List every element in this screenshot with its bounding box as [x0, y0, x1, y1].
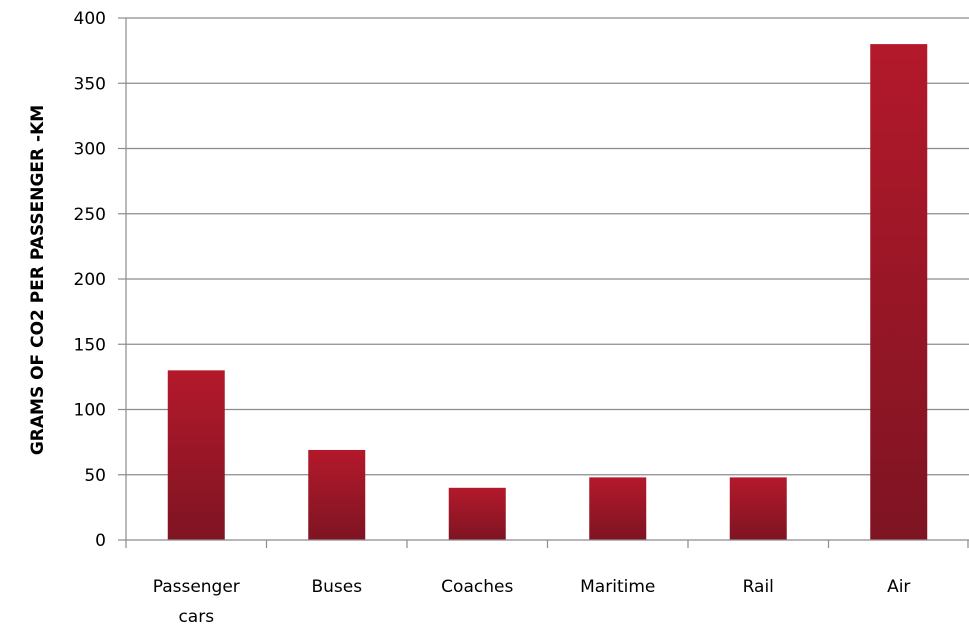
y-axis-label: GRAMS OF CO2 PER PASSENGER -KM — [28, 105, 48, 455]
x-category-label-line: Coaches — [441, 577, 513, 597]
bar — [870, 44, 928, 540]
bar — [167, 370, 225, 540]
gridlines — [126, 17, 969, 476]
y-tick-label: 200 — [74, 270, 106, 290]
x-category-label-line: cars — [178, 607, 214, 627]
x-category-label-line: Buses — [311, 577, 362, 597]
y-tick-label: 400 — [74, 9, 106, 29]
x-category-label: Passenger cars — [153, 577, 240, 627]
tick-labels: 0 50 100 150 200 250 300 350 400 Passenger cars Bus… — [74, 9, 911, 627]
x-category-label: Buses — [311, 577, 362, 597]
bar — [729, 477, 787, 540]
bar — [589, 477, 647, 540]
y-tick-label: 350 — [74, 74, 106, 94]
axes — [118, 17, 969, 548]
bar — [448, 487, 506, 540]
y-tick-label: 250 — [74, 205, 106, 225]
x-category-label-line: Maritime — [580, 577, 655, 597]
x-category-label: Rail — [743, 577, 774, 597]
bars — [167, 44, 928, 540]
x-category-label: Maritime — [580, 577, 655, 597]
x-category-label: Coaches — [441, 577, 513, 597]
y-tick-label: 50 — [84, 466, 106, 486]
x-category-label-line: Passenger — [153, 577, 240, 597]
x-category-label-line: Air — [887, 577, 910, 597]
y-tick-label: 0 — [95, 531, 106, 551]
bar — [308, 449, 366, 540]
x-category-label: Air — [887, 577, 910, 597]
y-tick-label: 100 — [74, 401, 106, 421]
x-category-label-line: Rail — [743, 577, 774, 597]
y-tick-label: 150 — [74, 335, 106, 355]
y-tick-label: 300 — [74, 140, 106, 160]
